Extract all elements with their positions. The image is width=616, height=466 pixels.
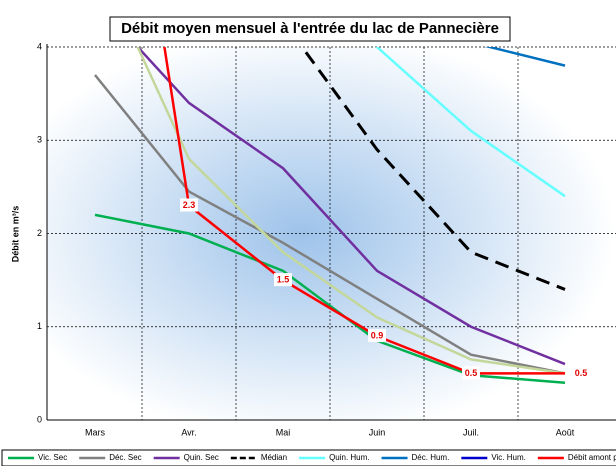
x-tick-label: Mars bbox=[85, 427, 105, 437]
y-tick-label: 3 bbox=[37, 135, 42, 145]
chart-title: Débit moyen mensuel à l'entrée du lac de… bbox=[121, 20, 499, 37]
legend-label: Vic. Hum. bbox=[491, 453, 526, 462]
y-tick-label: 2 bbox=[37, 228, 42, 238]
y-axis-label: Débit en m³/s bbox=[10, 206, 20, 263]
series-line bbox=[94, 213, 566, 384]
y-tick-label: 4 bbox=[37, 41, 42, 51]
data-label-box bbox=[274, 273, 292, 287]
x-tick-label: Juin bbox=[369, 427, 386, 437]
series-line bbox=[163, 47, 565, 375]
legend-label: Déc. Sec bbox=[109, 453, 141, 462]
legend-label: Quin. Sec bbox=[184, 453, 219, 462]
x-tick-label: Juil. bbox=[463, 427, 479, 437]
data-label: 0.9 bbox=[371, 330, 384, 340]
data-label: 0.5 bbox=[575, 368, 588, 378]
series-line bbox=[136, 47, 566, 375]
x-tick-label: Août bbox=[556, 427, 575, 437]
y-tick-label: 1 bbox=[37, 321, 42, 331]
legend-label: Déc. Hum. bbox=[412, 453, 450, 462]
data-label-box bbox=[462, 366, 480, 380]
data-label-box bbox=[180, 198, 198, 212]
x-tick-label: Avr. bbox=[181, 427, 196, 437]
legend-label: Quin. Hum. bbox=[329, 453, 369, 462]
data-label: 1.5 bbox=[277, 275, 290, 285]
data-label: 0.5 bbox=[465, 368, 478, 378]
series-line bbox=[94, 74, 566, 375]
data-label-box bbox=[572, 366, 590, 380]
data-label-box bbox=[368, 329, 386, 343]
legend-label: Vic. Sec bbox=[38, 453, 67, 462]
series-line bbox=[136, 47, 566, 366]
data-label: 2.3 bbox=[183, 200, 196, 210]
series-line bbox=[300, 47, 566, 291]
series-group bbox=[94, 47, 566, 384]
title-box bbox=[109, 16, 511, 42]
series-line bbox=[375, 47, 566, 198]
x-tick-label: Mai bbox=[276, 427, 291, 437]
legend-label: Médian bbox=[261, 453, 287, 462]
legend-label: Débit amont pris bbox=[568, 453, 616, 462]
y-tick-label: 0 bbox=[37, 414, 42, 424]
